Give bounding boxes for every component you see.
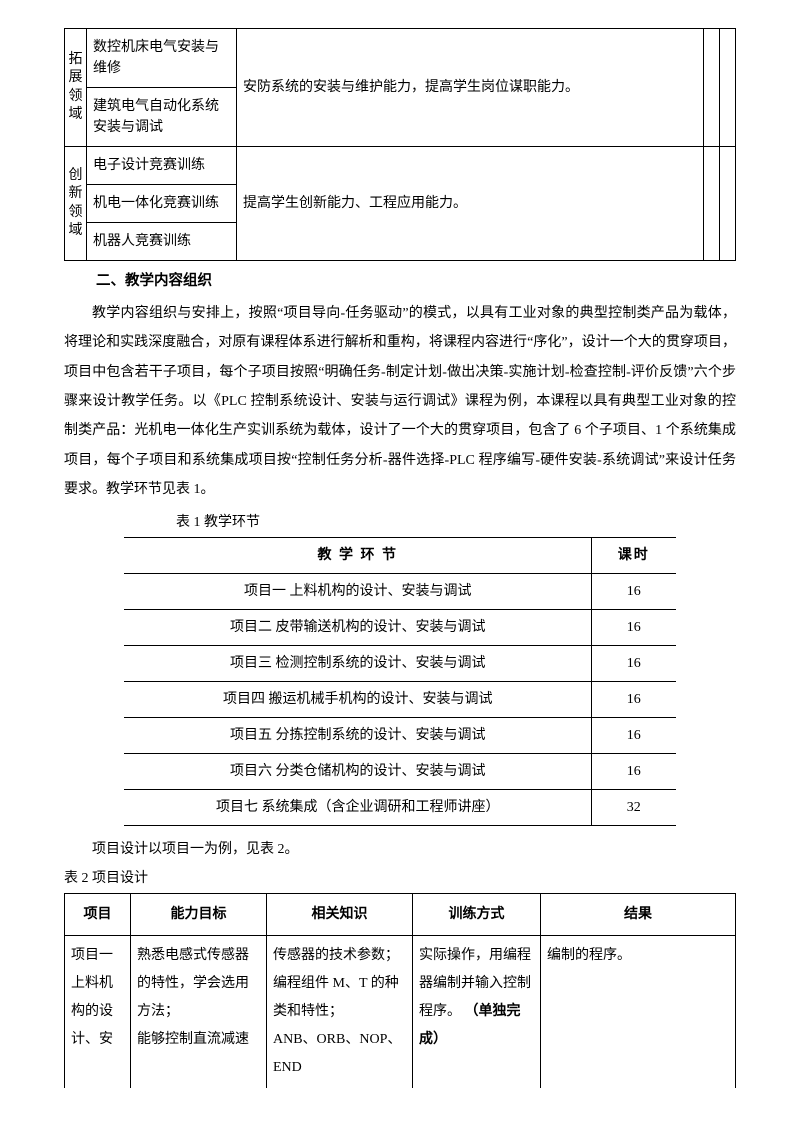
design-table: 项目 能力目标 相关知识 训练方式 结果 项目一 上料机构的设计、安 熟悉电感式… <box>64 893 736 1088</box>
course-cell: 电子设计竞赛训练 <box>87 147 237 185</box>
section-heading: 二、教学内容组织 <box>96 271 736 293</box>
table-row: 项目四 搬运机械手机构的设计、安装与调试16 <box>124 682 675 718</box>
empty-cell <box>720 29 736 147</box>
empty-cell <box>720 147 736 261</box>
domain-cell-innovate: 创新领域 <box>65 147 87 261</box>
table-row: 项目六 分类仓储机构的设计、安装与调试16 <box>124 754 675 790</box>
schedule-table: 教 学 环 节 课时 项目一 上料机构的设计、安装与调试16 项目二 皮带输送机… <box>124 537 675 826</box>
domain-cell-expand: 拓展领域 <box>65 29 87 147</box>
empty-cell <box>704 147 720 261</box>
desc-cell: 安防系统的安装与维护能力，提高学生岗位谋职能力。 <box>237 29 704 147</box>
design-cell-result: 编制的程序。 <box>541 936 736 1089</box>
table2-caption: 表 2 项目设计 <box>64 868 736 889</box>
table1-caption: 表 1 教学环节 <box>64 512 736 533</box>
table-row: 项目二 皮带输送机构的设计、安装与调试16 <box>124 610 675 646</box>
empty-cell <box>704 29 720 147</box>
design-cell-ability: 熟悉电感式传感器的特性，学会选用方法； 能够控制直流减速 <box>131 936 267 1089</box>
course-cell: 机电一体化竞赛训练 <box>87 185 237 223</box>
design-cell-project: 项目一 上料机构的设计、安 <box>65 936 131 1089</box>
design-header-knowledge: 相关知识 <box>267 894 413 936</box>
domain-label: 创新领域 <box>69 168 83 238</box>
table-row: 项目五 分拣控制系统的设计、安装与调试16 <box>124 718 675 754</box>
design-header-method: 训练方式 <box>413 894 541 936</box>
schedule-body: 项目一 上料机构的设计、安装与调试16 项目二 皮带输送机构的设计、安装与调试1… <box>124 574 675 826</box>
table-row: 项目一 上料机构的设计、安 熟悉电感式传感器的特性，学会选用方法； 能够控制直流… <box>65 936 736 1089</box>
domain-table: 拓展领域 数控机床电气安装与维修 安防系统的安装与维护能力，提高学生岗位谋职能力… <box>64 28 736 261</box>
schedule-header-segment: 教 学 环 节 <box>124 538 591 574</box>
table-row: 项目一 上料机构的设计、安装与调试16 <box>124 574 675 610</box>
course-cell: 机器人竞赛训练 <box>87 223 237 261</box>
table-row: 项目三 检测控制系统的设计、安装与调试16 <box>124 646 675 682</box>
design-header-result: 结果 <box>541 894 736 936</box>
course-cell: 建筑电气自动化系统安装与调试 <box>87 88 237 147</box>
course-cell: 数控机床电气安装与维修 <box>87 29 237 88</box>
section-body: 教学内容组织与安排上，按照“项目导向-任务驱动”的模式，以具有工业对象的典型控制… <box>64 299 736 505</box>
design-cell-method: 实际操作，用编程器编制并输入控制程序。 （单独完成） <box>413 936 541 1089</box>
design-header-project: 项目 <box>65 894 131 936</box>
table-row: 项目七 系统集成（含企业调研和工程师讲座）32 <box>124 790 675 826</box>
schedule-header-hours: 课时 <box>592 538 676 574</box>
desc-cell: 提高学生创新能力、工程应用能力。 <box>237 147 704 261</box>
domain-label: 拓展领域 <box>69 52 83 122</box>
design-cell-knowledge: 传感器的技术参数；编程组件 M、T 的种类和特性； ANB、ORB、NOP、EN… <box>267 936 413 1089</box>
after-table1-line: 项目设计以项目一为例，见表 2。 <box>64 836 736 864</box>
design-header-ability: 能力目标 <box>131 894 267 936</box>
